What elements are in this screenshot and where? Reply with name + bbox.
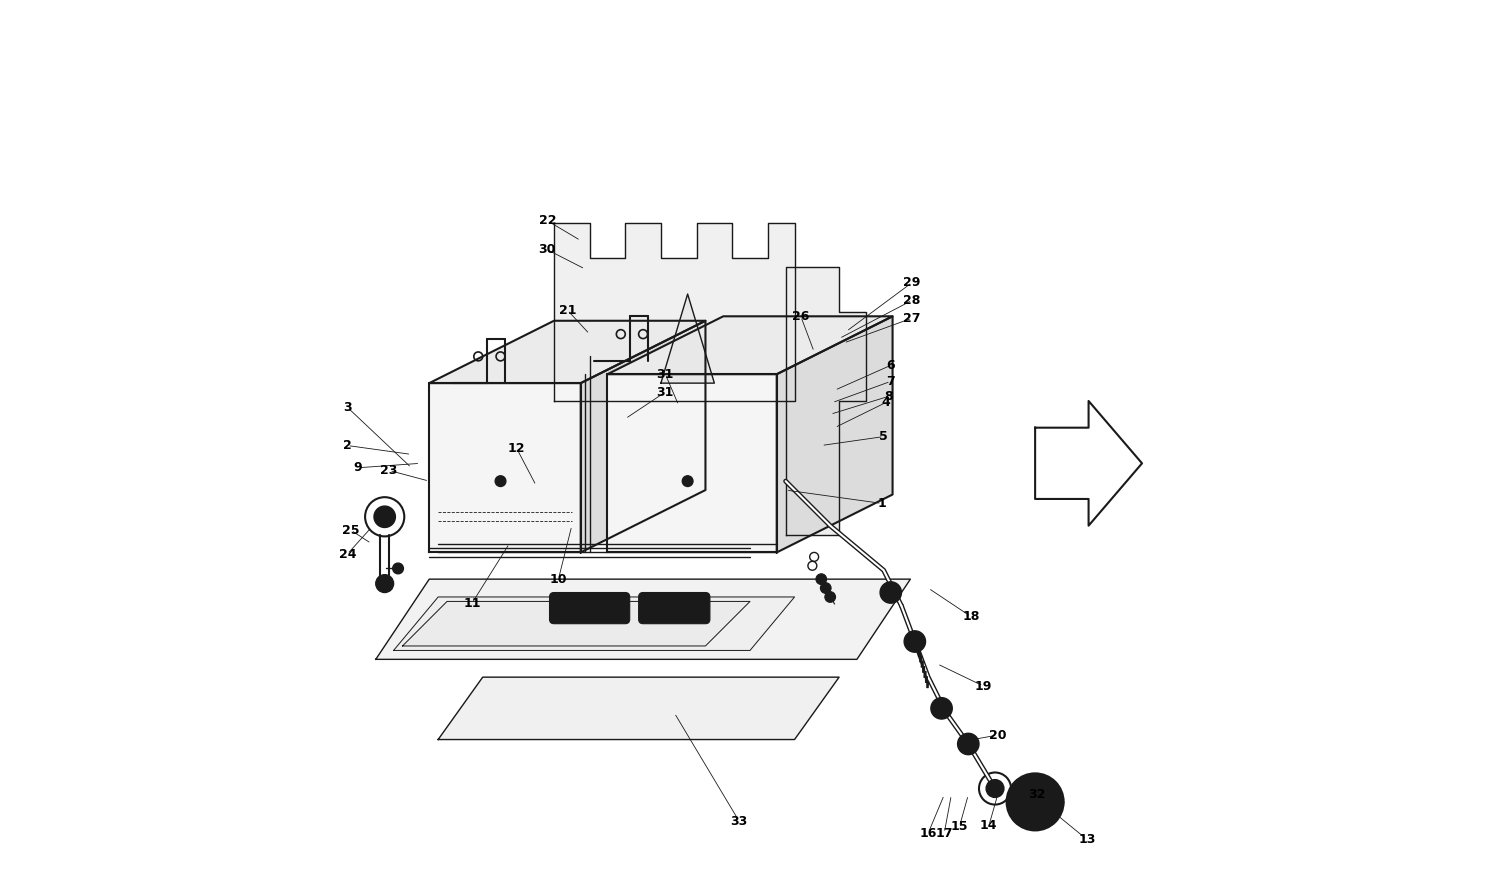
Circle shape: [825, 592, 836, 602]
Text: 18: 18: [963, 610, 980, 623]
Text: 25: 25: [342, 524, 360, 536]
Text: 12: 12: [509, 442, 525, 454]
Polygon shape: [662, 294, 714, 383]
Circle shape: [986, 780, 1004, 797]
Circle shape: [1016, 782, 1054, 822]
Text: 21: 21: [558, 304, 576, 316]
Text: 30: 30: [538, 243, 555, 256]
Polygon shape: [608, 316, 892, 374]
Text: 31: 31: [657, 386, 674, 398]
Text: 9: 9: [354, 462, 363, 474]
Circle shape: [376, 575, 393, 593]
Polygon shape: [777, 316, 892, 552]
Text: 22: 22: [538, 215, 556, 227]
Polygon shape: [580, 321, 705, 552]
Polygon shape: [393, 597, 795, 650]
Text: 17: 17: [936, 827, 952, 839]
Text: 15: 15: [951, 821, 968, 833]
Circle shape: [393, 563, 404, 574]
Text: 10: 10: [549, 573, 567, 585]
Text: 1: 1: [878, 497, 886, 510]
Text: 7: 7: [886, 375, 896, 388]
Text: 6: 6: [886, 359, 896, 372]
Text: 3: 3: [344, 401, 351, 413]
Text: 24: 24: [339, 548, 356, 560]
Text: 31: 31: [657, 368, 674, 380]
FancyBboxPatch shape: [639, 593, 710, 624]
Polygon shape: [402, 601, 750, 646]
Text: 27: 27: [903, 312, 921, 324]
Polygon shape: [554, 223, 795, 401]
Polygon shape: [786, 267, 865, 535]
Text: 28: 28: [903, 294, 921, 307]
Circle shape: [374, 506, 396, 527]
Text: 8: 8: [884, 390, 892, 403]
Text: 32: 32: [1028, 789, 1045, 801]
Text: 33: 33: [730, 815, 748, 828]
Text: 19: 19: [975, 680, 992, 692]
Text: 13: 13: [1078, 833, 1095, 846]
Polygon shape: [376, 579, 910, 659]
Circle shape: [816, 574, 827, 584]
Text: 16: 16: [920, 827, 938, 839]
Circle shape: [880, 582, 902, 603]
Polygon shape: [429, 321, 705, 383]
Polygon shape: [608, 374, 777, 552]
Circle shape: [1007, 773, 1064, 830]
Text: 4: 4: [880, 396, 890, 409]
Text: 29: 29: [903, 276, 921, 289]
Text: 5: 5: [879, 430, 888, 443]
Circle shape: [495, 476, 506, 486]
Polygon shape: [438, 677, 839, 740]
Circle shape: [904, 631, 926, 652]
Circle shape: [932, 698, 952, 719]
Text: 14: 14: [980, 820, 998, 832]
Polygon shape: [1035, 401, 1142, 526]
Text: 26: 26: [792, 310, 810, 323]
Text: 11: 11: [464, 597, 482, 609]
Circle shape: [821, 583, 831, 593]
Text: 20: 20: [988, 729, 1006, 741]
Circle shape: [957, 733, 980, 755]
Circle shape: [682, 476, 693, 486]
Text: 23: 23: [381, 464, 398, 477]
Text: 2: 2: [344, 439, 351, 452]
FancyBboxPatch shape: [549, 593, 630, 624]
Polygon shape: [429, 383, 580, 552]
